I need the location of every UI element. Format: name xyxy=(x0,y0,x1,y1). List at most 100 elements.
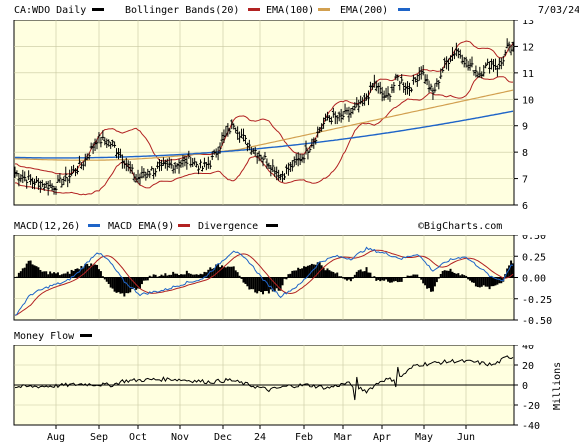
divergence-bar xyxy=(357,270,360,278)
divergence-bar xyxy=(94,264,97,278)
month-label: May xyxy=(415,432,433,443)
divergence-bar xyxy=(469,277,472,281)
divergence-bar xyxy=(96,264,99,278)
price-legend-swatch xyxy=(92,8,104,11)
price-panel-bg xyxy=(13,19,515,206)
divergence-bar xyxy=(162,275,165,278)
divergence-bar xyxy=(53,272,56,278)
divergence-bar xyxy=(285,277,288,280)
divergence-bar xyxy=(254,277,257,293)
divergence-bar xyxy=(217,263,220,278)
divergence-bar xyxy=(189,273,192,278)
divergence-bar xyxy=(281,277,284,286)
divergence-bar xyxy=(123,277,126,297)
month-label: Apr xyxy=(373,432,391,443)
divergence-bar xyxy=(107,277,110,284)
divergence-bar xyxy=(422,277,425,284)
divergence-bar xyxy=(353,274,356,278)
divergence-bar xyxy=(308,265,311,278)
divergence-bar xyxy=(455,273,458,278)
divergence-bar xyxy=(465,275,468,278)
divergence-bar xyxy=(365,267,368,278)
macd-tick-label: 0.50 xyxy=(522,231,546,242)
divergence-bar xyxy=(297,267,300,278)
divergence-bar xyxy=(99,271,102,278)
price-tick-label: 11 xyxy=(522,69,534,80)
divergence-bar xyxy=(185,270,188,278)
divergence-bar xyxy=(60,274,63,278)
divergence-bar xyxy=(242,277,245,283)
moneyflow-units: Millions xyxy=(552,362,563,410)
divergence-bar xyxy=(70,269,73,278)
divergence-bar xyxy=(158,276,161,278)
divergence-label: Divergence xyxy=(198,221,258,232)
divergence-bar xyxy=(441,271,444,278)
macd-tick-label: 0.00 xyxy=(522,274,546,285)
divergence-bar xyxy=(29,260,32,278)
divergence-bar xyxy=(330,271,333,278)
macd-ema-legend-swatch xyxy=(178,224,190,227)
divergence-bar xyxy=(146,277,149,281)
divergence-bar xyxy=(334,273,337,278)
divergence-bar xyxy=(400,277,403,282)
moneyflow-legend-swatch xyxy=(80,334,92,337)
divergence-bar xyxy=(197,274,200,278)
ema100-line xyxy=(15,89,514,161)
divergence-bar xyxy=(140,277,143,285)
divergence-bar xyxy=(387,277,390,282)
divergence-bar xyxy=(392,277,395,282)
divergence-bar xyxy=(512,263,515,278)
divergence-bar xyxy=(176,273,179,278)
ema200-label: EMA(200) xyxy=(340,5,388,16)
divergence-bar xyxy=(398,277,401,282)
divergence-bar xyxy=(336,272,339,278)
divergence-bar xyxy=(68,273,71,278)
divergence-bar xyxy=(369,272,372,278)
divergence-bar xyxy=(459,275,462,278)
divergence-bar xyxy=(203,271,206,278)
divergence-bar xyxy=(64,273,67,278)
divergence-bar xyxy=(168,274,171,278)
ema100-legend-swatch xyxy=(318,8,330,11)
divergence-bar xyxy=(312,264,315,278)
divergence-bar xyxy=(33,265,36,278)
divergence-bar xyxy=(39,269,42,278)
divergence-bar xyxy=(222,266,225,278)
divergence-bar xyxy=(287,274,290,278)
divergence-bar xyxy=(283,277,286,279)
divergence-bar xyxy=(303,266,306,278)
divergence-bar xyxy=(396,277,399,283)
divergence-bar xyxy=(178,275,181,278)
divergence-bar xyxy=(435,277,438,283)
divergence-bar xyxy=(248,277,251,290)
macd-tick-label: -0.50 xyxy=(522,316,552,327)
divergence-bar xyxy=(250,277,253,290)
divergence-bar xyxy=(318,262,321,278)
symbol-label: CA:WDO Daily xyxy=(14,5,86,16)
mf-header-bar xyxy=(0,328,579,345)
month-label: Jun xyxy=(457,432,475,443)
divergence-bar xyxy=(373,276,376,278)
divergence-bar xyxy=(51,273,54,278)
divergence-bar xyxy=(414,274,417,278)
grid-lines xyxy=(14,20,514,425)
divergence-bar xyxy=(437,277,440,279)
divergence-bar xyxy=(215,264,218,278)
divergence-bar xyxy=(138,277,141,289)
divergence-bar xyxy=(355,271,358,278)
divergence-bar xyxy=(82,267,85,278)
divergence-bar xyxy=(388,277,391,283)
divergence-bar xyxy=(183,274,186,278)
divergence-bar xyxy=(291,270,294,278)
bollinger-upper-line xyxy=(14,40,514,175)
divergence-bar xyxy=(328,270,331,278)
divergence-bar xyxy=(494,277,497,286)
divergence-bar xyxy=(221,265,224,278)
macd-plot xyxy=(13,246,515,316)
divergence-bar xyxy=(246,277,249,287)
divergence-bar xyxy=(269,277,272,290)
divergence-bar xyxy=(78,269,81,278)
divergence-bar xyxy=(424,277,427,286)
divergence-bar xyxy=(58,275,61,278)
divergence-bar xyxy=(498,277,501,284)
